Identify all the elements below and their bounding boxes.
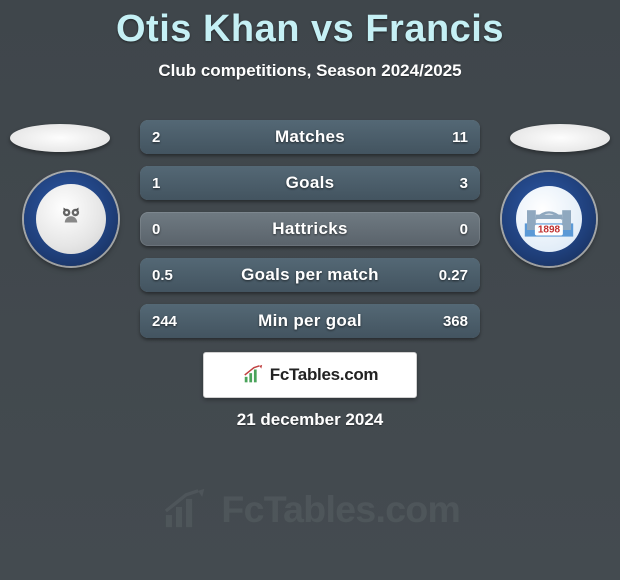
- team-crest-right: 1898: [502, 172, 596, 266]
- crest-year: 1898: [535, 225, 563, 236]
- footer-date: 21 december 2024: [0, 410, 620, 430]
- stat-row: 244368Min per goal: [140, 304, 480, 338]
- owl-icon: [56, 200, 86, 238]
- stat-label: Goals: [140, 166, 480, 200]
- stat-label: Min per goal: [140, 304, 480, 338]
- stat-row: 13Goals: [140, 166, 480, 200]
- brand-text: FcTables.com: [270, 365, 379, 385]
- bridge-icon: [516, 186, 582, 252]
- page-subtitle: Club competitions, Season 2024/2025: [0, 61, 620, 81]
- bar-chart-icon: [160, 487, 208, 535]
- brand-watermark: FcTables.com: [160, 487, 460, 535]
- stat-label: Matches: [140, 120, 480, 154]
- page-title: Otis Khan vs Francis: [0, 0, 620, 51]
- brand-badge: FcTables.com: [203, 352, 417, 398]
- stat-row: 0.50.27Goals per match: [140, 258, 480, 292]
- player-left-photo-placeholder: [10, 124, 110, 152]
- bar-chart-icon: [242, 364, 264, 386]
- comparison-card: Otis Khan vs Francis Club competitions, …: [0, 0, 620, 580]
- stat-row: 00Hattricks: [140, 212, 480, 246]
- stat-row: 211Matches: [140, 120, 480, 154]
- stat-label: Hattricks: [140, 212, 480, 246]
- stat-label: Goals per match: [140, 258, 480, 292]
- team-crest-left: [24, 172, 118, 266]
- stat-bars: 211Matches 13Goals 00Hattricks 0.50.27Goals…: [140, 120, 480, 350]
- player-right-photo-placeholder: [510, 124, 610, 152]
